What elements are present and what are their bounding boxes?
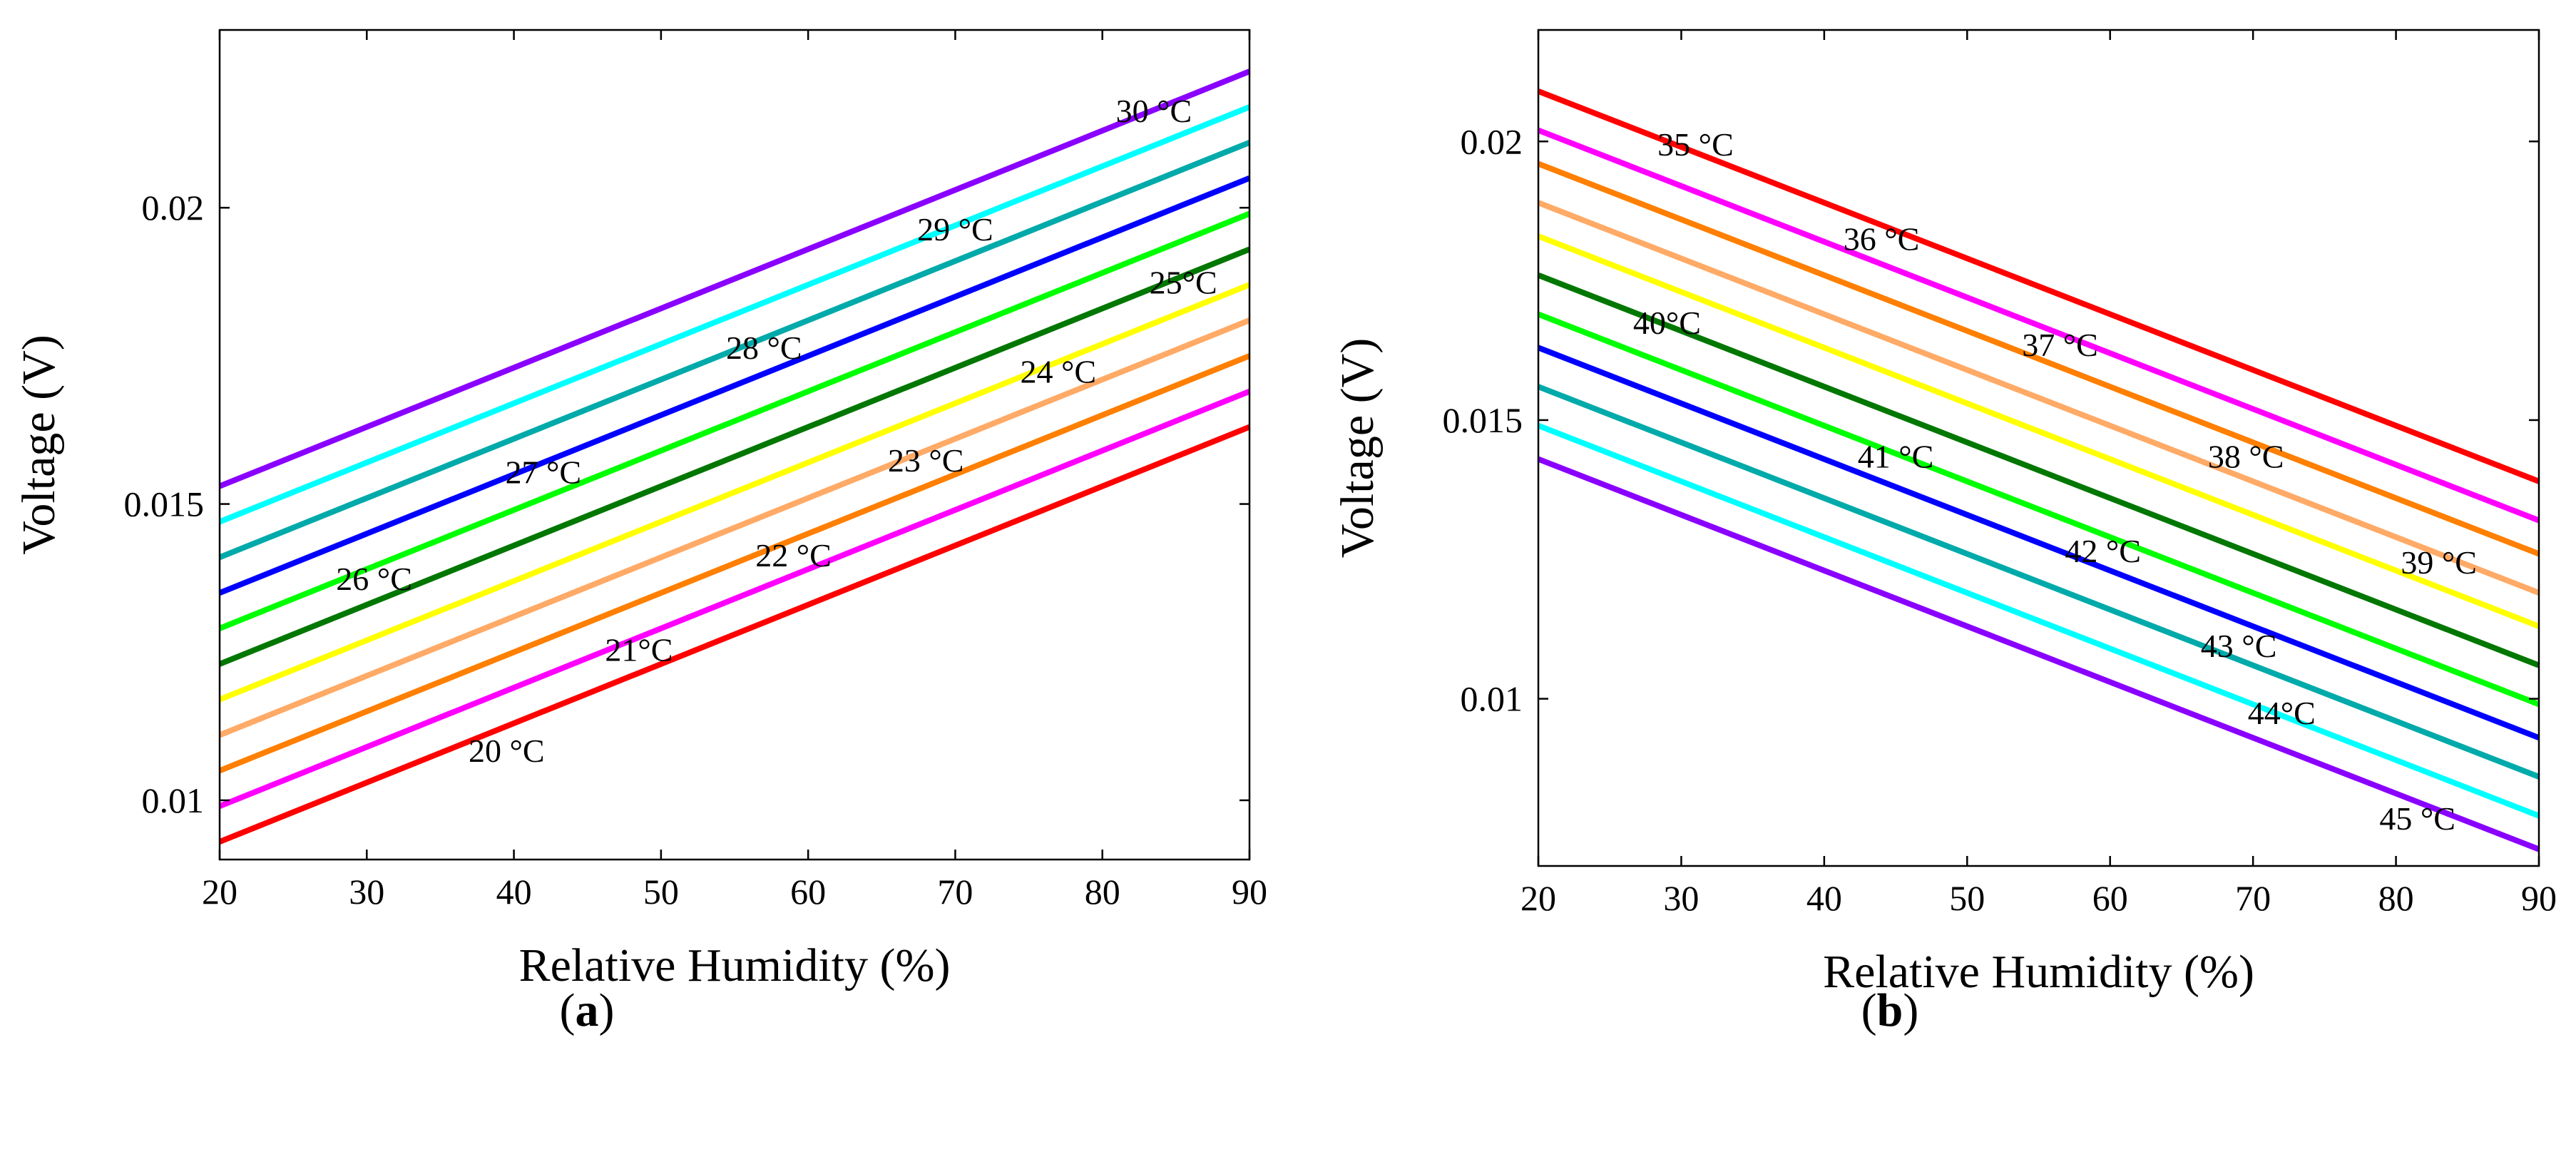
x-tick-label-b-3: 50 bbox=[1949, 878, 1985, 918]
series-line-a-4 bbox=[218, 282, 1251, 703]
series-line-a-10 bbox=[218, 68, 1251, 489]
line-label-a-4: 24 °C bbox=[1021, 353, 1097, 389]
series-line-b-5 bbox=[1537, 272, 2540, 668]
series-line-a-6 bbox=[218, 210, 1251, 631]
line-label-a-8: 28 °C bbox=[726, 330, 802, 366]
chart-a: 20 30 40 50 60 70 80 90 0.01 0.015 0.02 Relative Hu… bbox=[13, 29, 1267, 992]
series-line-b-7 bbox=[1537, 345, 2540, 741]
series-line-b-9 bbox=[1537, 422, 2540, 819]
series-line-b-2 bbox=[1537, 160, 2540, 557]
x-tick-label-b-5: 70 bbox=[2235, 878, 2271, 918]
panel-label-a: (a) bbox=[560, 984, 615, 1036]
line-label-b-3: 38 °C bbox=[2208, 438, 2284, 474]
x-tick-label-a-3: 50 bbox=[643, 872, 679, 912]
x-tick-label-a-5: 70 bbox=[937, 872, 973, 912]
series-line-b-0 bbox=[1537, 88, 2540, 484]
line-label-a-6: 26 °C bbox=[336, 561, 412, 597]
y-tick-label-b-0: 0.01 bbox=[1461, 679, 1523, 719]
x-tick-label-b-6: 80 bbox=[2378, 878, 2414, 918]
line-label-a-0: 20 °C bbox=[469, 733, 545, 769]
x-tick-label-b-2: 40 bbox=[1806, 878, 1842, 918]
series-line-b-4 bbox=[1537, 233, 2540, 629]
line-label-b-7: 42 °C bbox=[2065, 533, 2141, 569]
line-label-a-3: 23 °C bbox=[888, 442, 964, 479]
x-tick-label-a-4: 60 bbox=[790, 872, 826, 912]
y-tick-label-a-0: 0.01 bbox=[142, 780, 205, 820]
line-label-b-2: 37 °C bbox=[2022, 327, 2098, 363]
x-tick-label-a-0: 20 bbox=[202, 872, 237, 912]
line-label-b-5: 40°C bbox=[1633, 305, 1701, 341]
line-label-a-5: 25°C bbox=[1150, 265, 1217, 301]
line-label-a-2: 22 °C bbox=[755, 537, 832, 574]
series-line-b-10 bbox=[1537, 456, 2540, 852]
line-label-a-7: 27 °C bbox=[506, 454, 582, 490]
line-label-b-0: 35 °C bbox=[1657, 126, 1734, 163]
series-line-b-3 bbox=[1537, 200, 2540, 596]
y-tick-label-a-1: 0.015 bbox=[124, 484, 205, 524]
line-label-b-1: 36 °C bbox=[1844, 221, 1920, 258]
series-line-b-1 bbox=[1537, 127, 2540, 524]
y-tick-label-b-1: 0.015 bbox=[1443, 400, 1523, 440]
series-line-b-8 bbox=[1537, 384, 2540, 780]
x-tick-label-a-6: 80 bbox=[1085, 872, 1120, 912]
series-line-a-7 bbox=[218, 175, 1251, 596]
x-axis-title-b: Relative Humidity (%) bbox=[1823, 946, 2254, 998]
panel-label-b: (b) bbox=[1861, 984, 1919, 1036]
x-tick-label-a-7: 90 bbox=[1232, 872, 1267, 912]
x-tick-label-b-7: 90 bbox=[2521, 878, 2557, 918]
series-line-a-8 bbox=[218, 140, 1251, 561]
line-label-b-10: 45 °C bbox=[2379, 800, 2455, 837]
y-axis-title-a: Voltage (V) bbox=[13, 335, 65, 555]
y-tick-label-b-2: 0.02 bbox=[1461, 121, 1523, 161]
x-tick-label-b-4: 60 bbox=[2092, 878, 2128, 918]
line-label-a-1: 21°C bbox=[605, 632, 673, 668]
line-label-b-9: 44°C bbox=[2248, 695, 2316, 731]
x-axis-title-a: Relative Humidity (%) bbox=[519, 939, 951, 992]
series-line-a-2 bbox=[218, 353, 1251, 774]
series-line-a-3 bbox=[218, 317, 1251, 738]
line-label-b-6: 41 °C bbox=[1858, 438, 1934, 474]
line-label-b-4: 39 °C bbox=[2401, 544, 2477, 581]
x-tick-label-a-1: 30 bbox=[349, 872, 384, 912]
series-line-a-0 bbox=[218, 424, 1251, 845]
series-line-a-1 bbox=[218, 388, 1251, 809]
series-line-a-5 bbox=[218, 246, 1251, 667]
x-tick-label-b-1: 30 bbox=[1663, 878, 1699, 918]
series-line-b-6 bbox=[1537, 311, 2540, 708]
line-label-b-8: 43 °C bbox=[2201, 628, 2277, 664]
line-label-a-10: 30 °C bbox=[1116, 93, 1192, 129]
chart-b: 20 30 40 50 60 70 80 90 0.01 0.015 0.02 Relative Hu… bbox=[1332, 29, 2557, 998]
line-label-a-9: 29 °C bbox=[917, 211, 993, 248]
x-tick-label-b-0: 20 bbox=[1520, 878, 1556, 918]
plot-frame-b bbox=[1537, 29, 2540, 867]
x-tick-label-a-2: 40 bbox=[496, 872, 532, 912]
plot-frame-a bbox=[218, 29, 1251, 861]
y-tick-label-a-2: 0.02 bbox=[142, 188, 205, 228]
series-line-a-9 bbox=[218, 104, 1251, 525]
y-axis-title-b: Voltage (V) bbox=[1332, 338, 1384, 559]
